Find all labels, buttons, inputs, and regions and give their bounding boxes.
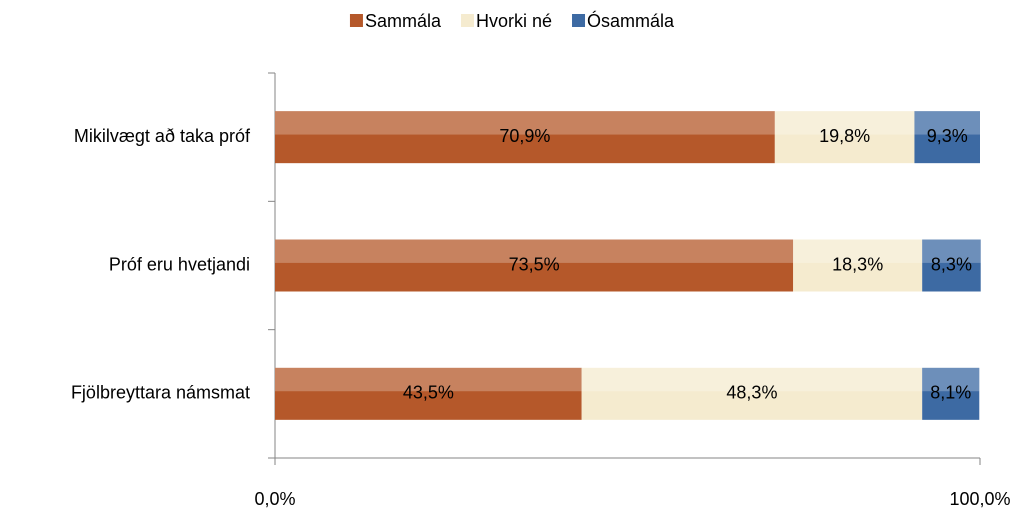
x-tick-label: 0,0% bbox=[254, 489, 295, 509]
value-label: 8,3% bbox=[931, 254, 972, 274]
value-label: 43,5% bbox=[403, 383, 454, 403]
x-tick-label: 100,0% bbox=[949, 489, 1010, 509]
legend-label: Ósammála bbox=[587, 10, 675, 31]
bar-segment bbox=[275, 239, 794, 292]
value-label: 9,3% bbox=[927, 126, 968, 146]
category-label: Próf eru hvetjandi bbox=[109, 254, 250, 274]
category-label: Mikilvægt að taka próf bbox=[74, 126, 251, 146]
bar-highlight bbox=[275, 111, 775, 135]
bar-highlight bbox=[774, 111, 915, 135]
legend-swatch bbox=[349, 14, 363, 27]
value-label: 70,9% bbox=[499, 126, 550, 146]
bar-highlight bbox=[914, 111, 980, 135]
value-label: 8,1% bbox=[930, 383, 971, 403]
bar-segment bbox=[922, 367, 980, 420]
bar-segment bbox=[793, 239, 923, 292]
value-label: 48,3% bbox=[726, 383, 777, 403]
bar-highlight bbox=[581, 367, 923, 392]
legend-label: Sammála bbox=[365, 11, 442, 31]
category-label: Fjölbreyttara námsmat bbox=[71, 383, 250, 403]
bar-highlight bbox=[793, 239, 923, 263]
legend-swatch bbox=[460, 14, 474, 27]
bar-segment bbox=[922, 239, 981, 292]
legend-label: Hvorki né bbox=[476, 11, 552, 31]
legend: Sammála Hvorki né Ósammála bbox=[349, 10, 675, 31]
value-label: 73,5% bbox=[509, 254, 560, 274]
legend-swatch bbox=[572, 14, 586, 27]
value-label: 19,8% bbox=[819, 126, 870, 146]
value-label: 18,3% bbox=[832, 254, 883, 274]
bar-segment bbox=[275, 111, 775, 164]
bar-segment bbox=[275, 367, 582, 420]
bar-highlight bbox=[275, 239, 794, 263]
bar-segment bbox=[581, 367, 923, 420]
bar-highlight bbox=[922, 239, 981, 263]
bar-segment bbox=[774, 111, 915, 164]
bar-segment bbox=[914, 111, 980, 164]
bar-highlight bbox=[275, 367, 582, 392]
bar-highlight bbox=[922, 367, 980, 392]
